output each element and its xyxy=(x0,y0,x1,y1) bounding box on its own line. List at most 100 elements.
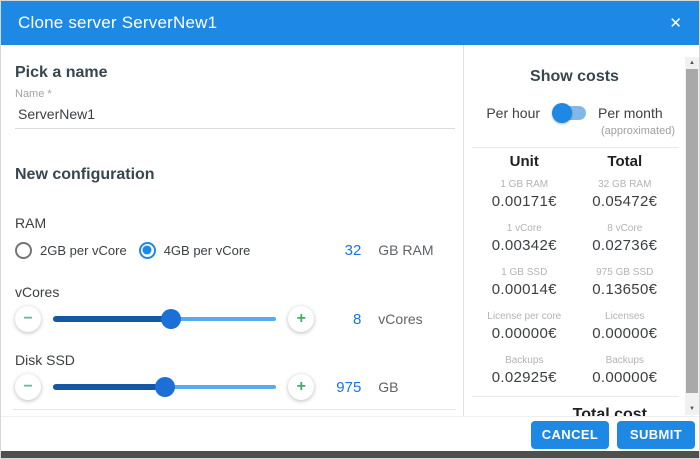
total-cost-value: 0.02736€ xyxy=(592,237,658,254)
radio-2gb-per-vcore[interactable]: 2GB per vCore xyxy=(15,241,127,259)
total-cost-cell: 975 GB SSD 0.13650€ xyxy=(575,267,676,299)
unit-cost-label: License per core xyxy=(487,311,562,322)
vcores-row: − + 8 vCores xyxy=(15,302,463,336)
unit-column-header: Unit xyxy=(509,153,539,170)
minus-icon: − xyxy=(23,310,33,327)
cost-row-vcore: 1 vCore 0.00342€ 8 vCore 0.02736€ xyxy=(474,223,675,255)
slider-fill xyxy=(53,377,175,397)
total-column-header: Total xyxy=(607,153,643,170)
total-cost-cell: 8 vCore 0.02736€ xyxy=(575,223,676,255)
cost-row-license: License per core 0.00000€ Licenses 0.000… xyxy=(474,311,675,343)
unit-cost-label: 1 GB SSD xyxy=(501,267,548,278)
cost-row-backups: Backups 0.02925€ Backups 0.00000€ xyxy=(474,355,675,387)
disk-slider[interactable] xyxy=(53,377,277,397)
disk-decrease-button[interactable]: − xyxy=(15,374,41,400)
approximated-note: (approximated) xyxy=(601,125,675,137)
close-icon[interactable]: ✕ xyxy=(669,14,682,32)
radio-icon xyxy=(15,241,32,259)
total-cost-heading: Total cost xyxy=(572,406,647,416)
dialog-header: Clone server ServerNew1 ✕ xyxy=(1,1,699,45)
total-cost-cell: Backups 0.00000€ xyxy=(575,355,676,387)
dialog-footer: CANCEL SUBMIT xyxy=(1,416,699,452)
ram-unit: GB RAM xyxy=(378,242,434,258)
ram-row: 2GB per vCore 4GB per vCore 32 GB RAM xyxy=(15,233,463,267)
unit-cost-label: Backups xyxy=(505,355,544,366)
radio-2gb-label: 2GB per vCore xyxy=(40,242,127,258)
radio-4gb-label: 4GB per vCore xyxy=(163,242,251,258)
per-hour-label: Per hour xyxy=(486,105,541,121)
scrollbar-thumb[interactable] xyxy=(686,69,698,393)
disk-ssd-label: Disk SSD xyxy=(15,352,75,368)
show-costs-heading: Show costs xyxy=(530,68,619,85)
unit-cost-value: 0.02925€ xyxy=(491,369,557,386)
divider xyxy=(472,147,679,148)
unit-cost-value: 0.00000€ xyxy=(491,325,557,342)
plus-icon: + xyxy=(296,378,306,395)
total-cost-cell: Licenses 0.00000€ xyxy=(575,311,676,343)
cancel-button[interactable]: CANCEL xyxy=(531,420,609,449)
total-cost-cell: 32 GB RAM 0.05472€ xyxy=(575,179,676,211)
ram-options: 2GB per vCore 4GB per vCore xyxy=(15,241,314,259)
total-cost-label: 8 vCore xyxy=(607,223,643,234)
cost-row-ssd: 1 GB SSD 0.00014€ 975 GB SSD 0.13650€ xyxy=(474,267,675,299)
ram-label: RAM xyxy=(15,215,47,231)
disk-slider-thumb[interactable] xyxy=(154,377,175,397)
name-input[interactable] xyxy=(15,103,455,129)
total-cost-label: Backups xyxy=(605,355,644,366)
vcores-increase-button[interactable]: + xyxy=(288,306,315,332)
new-configuration-heading: New configuration xyxy=(15,166,155,183)
vcores-decrease-button[interactable]: − xyxy=(15,306,41,332)
name-field-label: Name * xyxy=(15,88,52,100)
unit-cost-cell: 1 GB RAM 0.00171€ xyxy=(474,179,575,211)
disk-ssd-controls: − + xyxy=(15,374,315,400)
unit-cost-cell: Backups 0.02925€ xyxy=(474,355,575,387)
scrollbar-down-arrow[interactable]: ▼ xyxy=(689,406,695,412)
radio-4gb-per-vcore[interactable]: 4GB per vCore xyxy=(138,241,251,259)
cost-period-toggle[interactable] xyxy=(552,103,587,123)
disk-ssd-row: − + 975 GB xyxy=(15,370,463,404)
unit-cost-value: 0.00342€ xyxy=(491,237,557,254)
unit-cost-value: 0.00014€ xyxy=(491,281,557,298)
minus-icon: − xyxy=(23,378,33,395)
costs-scrollbar[interactable]: ▲ ▼ xyxy=(685,57,699,415)
vcores-value: 8 xyxy=(352,310,362,328)
total-cost-value: 0.05472€ xyxy=(592,193,658,210)
unit-cost-cell: License per core 0.00000€ xyxy=(474,311,575,343)
configuration-panel: Pick a name Name * New configuration RAM… xyxy=(1,45,463,416)
radio-icon xyxy=(138,241,156,259)
cost-columns-header: Unit Total xyxy=(474,153,675,171)
unit-cost-value: 0.00171€ xyxy=(491,193,557,210)
total-cost-label: Licenses xyxy=(605,311,645,322)
total-cost-value: 0.00000€ xyxy=(592,369,658,386)
divider xyxy=(472,396,679,397)
vcores-slider[interactable] xyxy=(53,309,277,329)
vcores-slider-thumb[interactable] xyxy=(161,309,182,329)
scrollbar-up-arrow[interactable]: ▲ xyxy=(689,60,695,66)
submit-button[interactable]: SUBMIT xyxy=(617,420,695,449)
slider-fill xyxy=(53,309,182,329)
window-bottom-edge xyxy=(1,451,699,458)
vcores-label: vCores xyxy=(15,284,60,300)
cost-period-toggle-row: Per hour Per month xyxy=(474,103,675,123)
total-cost-value: 0.00000€ xyxy=(592,325,658,342)
ram-value: 32 xyxy=(344,241,362,259)
toggle-knob[interactable] xyxy=(552,103,573,123)
disk-increase-button[interactable]: + xyxy=(288,374,315,400)
cost-row-ram: 1 GB RAM 0.00171€ 32 GB RAM 0.05472€ xyxy=(474,179,675,211)
unit-cost-cell: 1 GB SSD 0.00014€ xyxy=(474,267,575,299)
total-cost-value: 0.13650€ xyxy=(592,281,658,298)
unit-cost-label: 1 GB RAM xyxy=(500,179,549,190)
disk-value: 975 xyxy=(336,378,362,396)
per-month-label: Per month xyxy=(598,105,663,121)
vcores-controls: − + xyxy=(15,306,315,332)
unit-cost-cell: 1 vCore 0.00342€ xyxy=(474,223,575,255)
vcores-unit: vCores xyxy=(378,311,423,327)
costs-panel: Show costs Per hour Per month (approxima… xyxy=(463,45,699,416)
total-cost-label: 32 GB RAM xyxy=(598,179,652,190)
unit-cost-label: 1 vCore xyxy=(506,223,542,234)
dialog-title: Clone server ServerNew1 xyxy=(18,13,218,32)
pick-a-name-heading: Pick a name xyxy=(15,64,108,81)
disk-unit: GB xyxy=(378,379,399,395)
form-bottom-divider xyxy=(13,409,456,410)
